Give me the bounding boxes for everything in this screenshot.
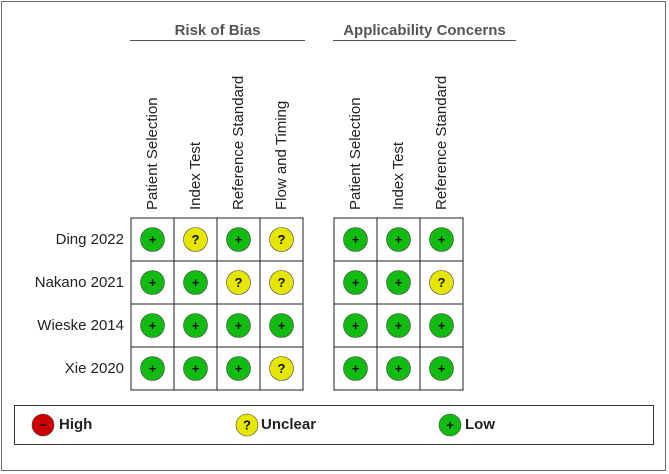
study-label: Nakano 2021 xyxy=(34,273,124,291)
legend-symbols: −? + xyxy=(31,413,462,437)
judgement-low: + xyxy=(183,313,208,338)
judgement-low: + xyxy=(386,313,411,338)
svg-text:?: ? xyxy=(192,232,200,247)
svg-text:+: + xyxy=(352,361,360,376)
study-label: Wieske 2014 xyxy=(37,316,124,334)
svg-text:?: ? xyxy=(278,275,286,290)
group-underline-applicability xyxy=(333,40,516,41)
svg-text:+: + xyxy=(149,275,157,290)
legend-symbol-low: + xyxy=(438,413,462,437)
svg-text:+: + xyxy=(352,232,360,247)
svg-text:+: + xyxy=(235,361,243,376)
svg-text:+: + xyxy=(192,318,200,333)
judgement-low: + xyxy=(269,313,294,338)
judgement-low: + xyxy=(343,356,368,381)
svg-text:+: + xyxy=(438,232,446,247)
legend: −? + High Unclear Low xyxy=(14,405,654,445)
svg-text:−: − xyxy=(39,418,47,433)
judgement-unclear: ? xyxy=(226,270,251,295)
svg-text:+: + xyxy=(438,318,446,333)
judgement-low: + xyxy=(226,356,251,381)
svg-text:+: + xyxy=(352,275,360,290)
svg-text:?: ? xyxy=(235,275,243,290)
judgement-low: + xyxy=(429,313,454,338)
svg-text:+: + xyxy=(352,318,360,333)
svg-text:?: ? xyxy=(243,418,251,433)
svg-text:?: ? xyxy=(438,275,446,290)
judgement-low: + xyxy=(183,270,208,295)
legend-symbol-unclear: ? xyxy=(235,413,259,437)
svg-text:+: + xyxy=(149,232,157,247)
judgement-low: + xyxy=(386,270,411,295)
svg-text:+: + xyxy=(395,318,403,333)
study-label: Ding 2022 xyxy=(55,230,124,248)
judgement-low: + xyxy=(183,356,208,381)
svg-text:+: + xyxy=(235,318,243,333)
svg-text:+: + xyxy=(438,361,446,376)
svg-text:+: + xyxy=(235,232,243,247)
svg-text:+: + xyxy=(395,275,403,290)
svg-text:?: ? xyxy=(278,361,286,376)
judgement-low: + xyxy=(343,270,368,295)
judgement-low: + xyxy=(140,356,165,381)
judgement-low: + xyxy=(140,227,165,252)
judgement-low: + xyxy=(386,356,411,381)
judgement-unclear: ? xyxy=(269,227,294,252)
svg-text:+: + xyxy=(192,361,200,376)
judgement-unclear: ? xyxy=(269,270,294,295)
judgement-unclear: ? xyxy=(429,270,454,295)
svg-text:+: + xyxy=(149,318,157,333)
judgement-unclear: ? xyxy=(269,356,294,381)
legend-label-unclear: Unclear xyxy=(261,416,317,433)
legend-label-low: Low xyxy=(465,416,495,433)
legend-symbol-high: − xyxy=(31,413,55,437)
svg-text:+: + xyxy=(149,361,157,376)
svg-text:+: + xyxy=(192,275,200,290)
judgement-low: + xyxy=(343,313,368,338)
judgement-low: + xyxy=(140,313,165,338)
svg-text:+: + xyxy=(395,232,403,247)
judgement-low: + xyxy=(386,227,411,252)
judgement-low: + xyxy=(343,227,368,252)
svg-text:+: + xyxy=(278,318,286,333)
svg-text:+: + xyxy=(395,361,403,376)
study-label: Xie 2020 xyxy=(64,359,124,377)
legend-label-high: High xyxy=(59,416,93,433)
judgement-unclear: ? xyxy=(183,227,208,252)
group-title-applicability: Applicability Concerns xyxy=(343,22,506,39)
judgement-low: + xyxy=(429,356,454,381)
judgement-low: + xyxy=(429,227,454,252)
judgement-low: + xyxy=(226,227,251,252)
svg-text:?: ? xyxy=(278,232,286,247)
judgement-low: + xyxy=(226,313,251,338)
group-title-risk-of-bias: Risk of Bias xyxy=(174,22,261,39)
svg-text:+: + xyxy=(446,418,454,433)
group-underline-risk-of-bias xyxy=(130,40,305,41)
judgement-low: + xyxy=(140,270,165,295)
